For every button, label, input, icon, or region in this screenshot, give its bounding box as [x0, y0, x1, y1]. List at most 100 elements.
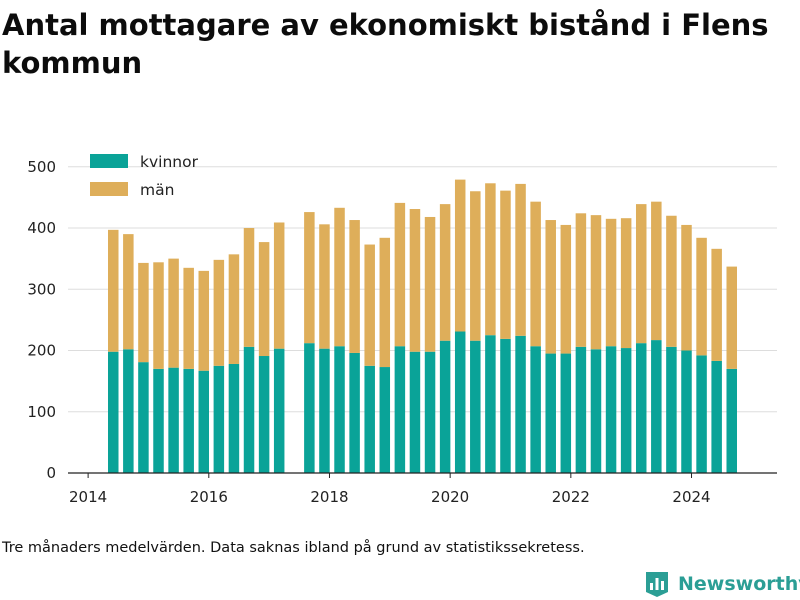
bar-kvinnor [273, 348, 285, 473]
bar-man [620, 218, 632, 349]
bar-man [349, 220, 360, 353]
bar-man [123, 234, 134, 350]
y-tick-label: 0 [46, 464, 56, 482]
bar-man [334, 207, 345, 347]
bar-man [379, 237, 391, 368]
bar-kvinnor [696, 355, 707, 473]
bar-man [439, 204, 451, 341]
bar-man [108, 229, 119, 352]
chart-caption: Tre månaders medelvärden. Data saknas ib… [2, 540, 585, 556]
bar-man [530, 201, 541, 347]
legend: kvinnor män [90, 153, 199, 199]
bar-man [726, 266, 737, 369]
bar-man [590, 215, 602, 350]
bar-kvinnor [500, 338, 511, 473]
bar-kvinnor [651, 340, 662, 473]
bar-kvinnor [364, 365, 375, 473]
bar-kvinnor [168, 367, 179, 473]
bar-kvinnor [666, 346, 677, 473]
bar-kvinnor [681, 350, 692, 473]
bar-kvinnor [138, 362, 149, 473]
x-tick-label: 2018 [310, 488, 348, 506]
bar-kvinnor [349, 352, 360, 473]
x-tick-label: 2024 [672, 488, 710, 506]
x-tick-label: 2022 [552, 488, 590, 506]
bar-kvinnor [515, 335, 526, 473]
bar-man [258, 242, 270, 357]
bar-man [666, 215, 677, 347]
bar-man [545, 220, 556, 354]
legend-label: kvinnor [140, 153, 199, 171]
bar-man [500, 190, 511, 339]
bar-man [485, 183, 496, 336]
bar-kvinnor [605, 346, 617, 473]
bar-man [696, 237, 707, 356]
bar-kvinnor [108, 351, 119, 473]
bar-man [560, 224, 572, 354]
y-tick-label: 200 [27, 342, 56, 360]
bar-kvinnor [439, 340, 451, 473]
brand-logo: Newsworthy [644, 570, 800, 598]
bar-kvinnor [545, 353, 556, 473]
bar-kvinnor [409, 351, 421, 473]
bar-man [183, 267, 194, 369]
bar-kvinnor [334, 346, 345, 473]
bar-kvinnor [470, 340, 481, 473]
bar-kvinnor [635, 343, 647, 473]
bars [108, 179, 737, 473]
bar-kvinnor [123, 349, 134, 473]
legend-label: män [140, 181, 174, 199]
bar-kvinnor [394, 346, 406, 473]
y-tick-label: 400 [27, 219, 56, 237]
bar-kvinnor [258, 356, 270, 473]
bar-man [409, 209, 421, 352]
bar-kvinnor [153, 368, 164, 473]
brand-name: Newsworthy [678, 573, 800, 595]
bar-man [273, 222, 285, 349]
bar-kvinnor [304, 343, 315, 473]
bar-man [424, 216, 436, 352]
bar-man [364, 244, 375, 366]
bar-kvinnor [726, 368, 737, 473]
bar-kvinnor [575, 346, 587, 473]
bar-kvinnor [485, 335, 496, 473]
bar-man [605, 218, 617, 347]
bar-man [153, 262, 164, 369]
bar-man [213, 259, 225, 366]
bar-man [394, 202, 406, 347]
bar-man [711, 248, 722, 361]
bar-man [198, 270, 210, 371]
bar-chart-logo-icon [646, 572, 668, 597]
bar-kvinnor [530, 346, 541, 473]
bar-man [319, 224, 330, 349]
bar-man [304, 212, 315, 344]
bar-man [228, 254, 240, 364]
bar-man [454, 179, 466, 332]
bar-kvinnor [424, 351, 436, 473]
bar-kvinnor [319, 348, 330, 473]
bar-man [681, 224, 692, 351]
bar-man [651, 201, 662, 341]
x-tick-label: 2014 [69, 488, 107, 506]
bar-man [138, 262, 149, 363]
x-tick-label: 2016 [190, 488, 228, 506]
bar-man [575, 213, 587, 347]
bar-kvinnor [243, 346, 255, 473]
y-tick-label: 100 [27, 403, 56, 421]
chart-title: Antal mottagare av ekonomiskt bistånd i … [2, 8, 769, 80]
bar-kvinnor [620, 348, 632, 473]
legend-swatch [90, 182, 128, 196]
bar-kvinnor [183, 368, 194, 473]
bar-kvinnor [228, 363, 240, 473]
axes: 0 100 200 300 400 500 2014 2016 2018 2020 2022 2024 [27, 158, 777, 506]
bar-kvinnor [454, 331, 466, 473]
bar-man [168, 258, 179, 368]
bar-kvinnor [213, 365, 225, 473]
bar-kvinnor [590, 349, 602, 473]
bar-man [470, 191, 481, 341]
bar-man [515, 183, 526, 336]
bar-kvinnor [198, 370, 210, 473]
legend-swatch [90, 154, 128, 168]
bar-kvinnor [379, 367, 391, 473]
